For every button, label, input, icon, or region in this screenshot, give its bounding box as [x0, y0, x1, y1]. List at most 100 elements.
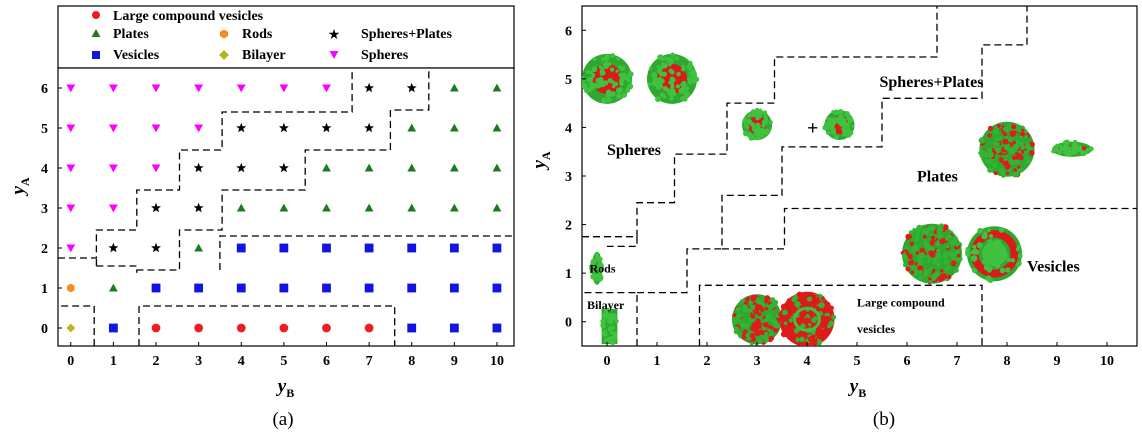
micelle-bead	[923, 269, 930, 276]
micelle-bead	[751, 109, 755, 113]
panel-b-x-axis-title-main: y	[848, 376, 859, 397]
micelle-bead	[997, 245, 1002, 250]
panel-b-x-axis-title-sub: B	[858, 386, 866, 400]
micelle-bead	[648, 67, 653, 71]
micelle-bead	[616, 57, 620, 61]
micelle-bead	[663, 95, 667, 99]
micelle-bead	[957, 256, 963, 262]
micelle-bead	[908, 230, 914, 235]
micelle-bead	[598, 262, 603, 267]
micelle-bead	[1012, 140, 1017, 145]
data-point-vesicles	[236, 283, 246, 293]
panel-a-x-tick-label: 6	[323, 354, 330, 369]
micelle-bead	[1011, 124, 1017, 130]
micelle-bead	[782, 309, 788, 316]
region-label-vesicles: vesicles	[857, 322, 895, 336]
micelle-bead	[600, 57, 605, 62]
micelle-bead	[994, 130, 999, 135]
micelle-bead	[981, 259, 988, 265]
micelle-bead	[742, 304, 748, 309]
micelle-image-ring	[965, 226, 1023, 284]
micelle-bead	[773, 328, 779, 333]
micelle-bead	[811, 317, 817, 323]
micelle-bead	[945, 245, 950, 249]
micelle-bead	[995, 142, 1000, 147]
micelle-bead	[937, 276, 941, 280]
micelle-bead	[837, 109, 844, 115]
micelle-bead	[928, 277, 932, 281]
micelle-bead	[738, 318, 742, 323]
data-point-plates	[407, 123, 417, 132]
micelle-bead	[607, 336, 614, 343]
micelle-bead	[618, 87, 623, 93]
micelle-bead	[786, 332, 791, 338]
micelle-bead	[767, 314, 773, 319]
legend-label-spheres: Spheres	[361, 48, 409, 63]
micelle-bead	[605, 89, 612, 96]
panel-a-y-axis-title: yA	[8, 177, 32, 196]
micelle-bead	[604, 316, 608, 320]
micelle-bead	[755, 122, 760, 127]
micelle-image-plate	[978, 121, 1035, 178]
panel-a-plot-frame	[57, 67, 515, 347]
data-point-plates	[492, 163, 502, 172]
micelle-bead	[940, 273, 948, 280]
micelle-bead	[597, 269, 602, 273]
legend-label-bilayer: Bilayer	[242, 48, 286, 63]
micelle-bead	[750, 112, 755, 117]
panel-b-chart: Spheres Spheres+Plates Plates Vesicles Rods B…	[529, 5, 1138, 430]
micelle-bead	[618, 72, 623, 78]
micelle-bead	[804, 317, 810, 323]
micelle-bead	[758, 300, 763, 305]
micelle-bead	[1014, 171, 1020, 177]
region-label-spheres-plates: Spheres+Plates	[880, 74, 984, 91]
data-point-large-compound-vesicles	[236, 323, 246, 333]
panel-b-x-tick-label: 5	[854, 354, 861, 369]
micelle-bead	[607, 326, 612, 332]
micelle-bead	[1073, 139, 1078, 144]
micelle-bead	[922, 234, 927, 239]
micelle-inner	[793, 306, 821, 332]
data-point-vesicles	[492, 323, 502, 333]
micelle-bead	[612, 331, 617, 337]
micelle-bead	[651, 80, 658, 87]
micelle-bead	[926, 246, 932, 251]
micelle-bead	[985, 275, 992, 282]
data-point-plates	[492, 203, 502, 212]
micelle-bead	[833, 109, 839, 116]
data-point-spheres	[151, 124, 161, 133]
micelle-bead	[844, 111, 850, 117]
micelle-bead	[604, 308, 609, 314]
micelle-bead	[998, 227, 1005, 233]
micelle-image-lcv-red	[777, 291, 837, 346]
micelle-bead	[1005, 171, 1010, 175]
micelle-bead	[732, 313, 737, 318]
data-point-rods	[67, 283, 75, 293]
micelle-bead	[800, 294, 806, 300]
micelle-bead	[1001, 130, 1005, 134]
micelle-bead	[669, 88, 676, 95]
micelle-bead	[733, 317, 738, 322]
micelle-bead	[987, 133, 992, 138]
micelle-bead	[749, 341, 754, 346]
data-point-spheres-plates	[364, 82, 374, 93]
panel-b-x-axis-title: yB	[848, 376, 866, 400]
micelle-bead	[812, 294, 817, 299]
micelle-bead	[750, 294, 757, 301]
micelle-image-lcv	[732, 294, 784, 346]
micelle-bead	[763, 317, 769, 323]
micelle-bead	[655, 96, 661, 102]
micelle-bead	[997, 136, 1002, 142]
panel-b-x-tick-label: 10	[1100, 354, 1114, 369]
micelle-bead	[688, 80, 692, 85]
micelle-bead	[768, 336, 773, 341]
panel-b-y-tick-label: 5	[565, 73, 572, 88]
micelle-bead	[979, 154, 983, 158]
micelle-bead	[590, 258, 597, 265]
micelle-bead	[754, 330, 761, 337]
panel-b-boundary-line	[582, 6, 938, 238]
data-point-plates	[109, 283, 118, 292]
micelle-bead	[907, 234, 912, 239]
micelle-bead	[675, 84, 681, 89]
micelle-bead	[607, 316, 614, 323]
